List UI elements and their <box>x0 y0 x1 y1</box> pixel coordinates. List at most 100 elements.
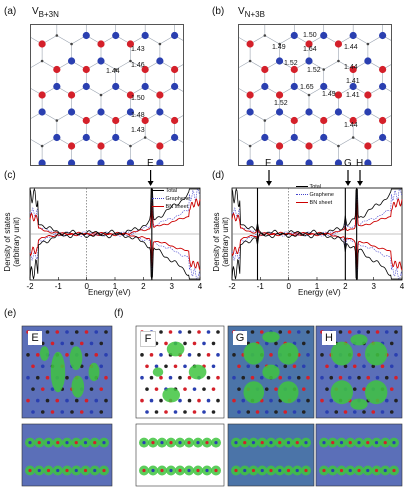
ylabel-d-line2: (arbitrary unit) <box>221 217 230 267</box>
atom-red <box>171 65 179 74</box>
panel-a-label: (a) <box>4 6 17 17</box>
atom-blue <box>305 57 313 65</box>
atom-red <box>156 91 164 99</box>
orbital-f-side <box>135 423 225 487</box>
bond-b-4: 1.44 <box>344 44 358 51</box>
panel-b-title-sub: N+3B <box>244 10 265 19</box>
atom-carbon <box>337 144 340 148</box>
atom-carbon <box>129 144 132 148</box>
bond-a-2: 1.46 <box>131 62 145 69</box>
bond-a-5: 1.48 <box>131 112 145 119</box>
atom-blue <box>364 108 372 116</box>
orbital-lobe <box>162 387 180 403</box>
atom-blue <box>156 57 164 65</box>
atom-blue <box>97 57 105 65</box>
atom-blue <box>97 159 105 165</box>
atom-red <box>53 65 61 74</box>
atom-red <box>97 40 105 48</box>
panel-b-lattice <box>238 24 392 166</box>
atom-blue <box>82 82 90 91</box>
atom-blue <box>379 82 387 91</box>
atom-blue <box>364 57 372 65</box>
orbital-lobe <box>365 341 388 366</box>
atom-blue <box>349 31 357 40</box>
panel-e-label: (e) <box>4 308 17 319</box>
atom-red <box>275 142 284 150</box>
atom-blue <box>82 133 90 142</box>
atom-carbon <box>143 136 147 139</box>
bond-a-3: 1.44 <box>106 68 120 75</box>
x-tick-label: 1 <box>315 282 320 291</box>
orbital-lobe <box>243 342 265 365</box>
bond-a-4: 1.50 <box>131 95 145 102</box>
atom-red <box>67 142 76 150</box>
atom-carbon <box>278 42 281 46</box>
atom-blue <box>53 82 61 91</box>
atom-red <box>171 116 179 125</box>
atom-red <box>112 116 120 125</box>
atom-blue <box>379 31 387 40</box>
atom-red <box>38 40 46 48</box>
bond-b-8: 1.41 <box>346 78 360 85</box>
atom-blue <box>67 159 76 165</box>
atom-blue <box>379 133 387 142</box>
panel-a-title-main: V <box>32 6 39 17</box>
atom-red <box>261 65 269 74</box>
atom-carbon <box>366 42 370 46</box>
tag-f: F <box>140 331 156 347</box>
panel-c-label: (c) <box>4 170 16 181</box>
orbital-e-side <box>21 423 113 487</box>
atom-blue <box>246 159 254 165</box>
orbital-lobe <box>365 380 388 405</box>
atom-red <box>82 65 90 74</box>
atom-red <box>67 91 76 99</box>
bond-b-11: 1.41 <box>346 92 360 99</box>
tag-g: G <box>233 331 247 345</box>
atom-blue <box>305 108 313 116</box>
orbital-lobe <box>152 367 164 377</box>
legend-c-total: Total <box>152 187 190 195</box>
orbital-lobe <box>69 346 83 371</box>
lattice-a-svg <box>31 25 183 165</box>
atom-red <box>364 91 372 99</box>
legend-c-bn: BN sheet <box>152 203 190 211</box>
x-tick-label: 1 <box>113 282 118 291</box>
atom-blue <box>334 108 343 116</box>
orbital-lobe <box>40 346 49 361</box>
bond-b-9: 1.65 <box>300 84 314 91</box>
atom-carbon <box>263 119 267 122</box>
atom-carbon <box>158 42 162 46</box>
atom-blue <box>67 57 76 65</box>
atom-red <box>290 65 298 74</box>
atom-red <box>246 91 254 99</box>
atom-red <box>305 142 313 150</box>
atom-red <box>141 116 149 125</box>
orbital-lobe <box>262 331 280 343</box>
xlabel-d: Energy (eV) <box>298 288 341 297</box>
atom-red <box>246 40 254 48</box>
orbital-lobe <box>277 381 299 404</box>
lattice-atoms <box>246 31 387 165</box>
atom-blue <box>141 31 149 40</box>
orbital-lobe <box>188 364 207 380</box>
orbital-lobe <box>330 341 353 366</box>
legend-d-graphene: Graphene <box>296 191 334 199</box>
x-tick-label: 2 <box>141 282 146 291</box>
orbital-h-side <box>315 423 403 487</box>
atom-blue <box>171 31 179 40</box>
panel-a-lattice <box>30 24 184 166</box>
orbital-lobe <box>71 375 85 398</box>
x-tick-label: 2 <box>343 282 348 291</box>
atom-blue <box>261 82 269 91</box>
atom-blue <box>141 82 149 91</box>
bond-b-13: 1.44 <box>344 122 358 129</box>
atom-blue <box>290 82 298 91</box>
atom-carbon <box>248 144 252 148</box>
atom-red <box>305 40 313 48</box>
bond-a-1: 1.43 <box>131 46 145 53</box>
panel-b-label: (b) <box>212 6 225 17</box>
tag-e: E <box>28 331 42 345</box>
x-tick-label: -1 <box>257 282 265 291</box>
orbital-lobe <box>166 341 185 357</box>
x-tick-label: 4 <box>400 282 405 291</box>
